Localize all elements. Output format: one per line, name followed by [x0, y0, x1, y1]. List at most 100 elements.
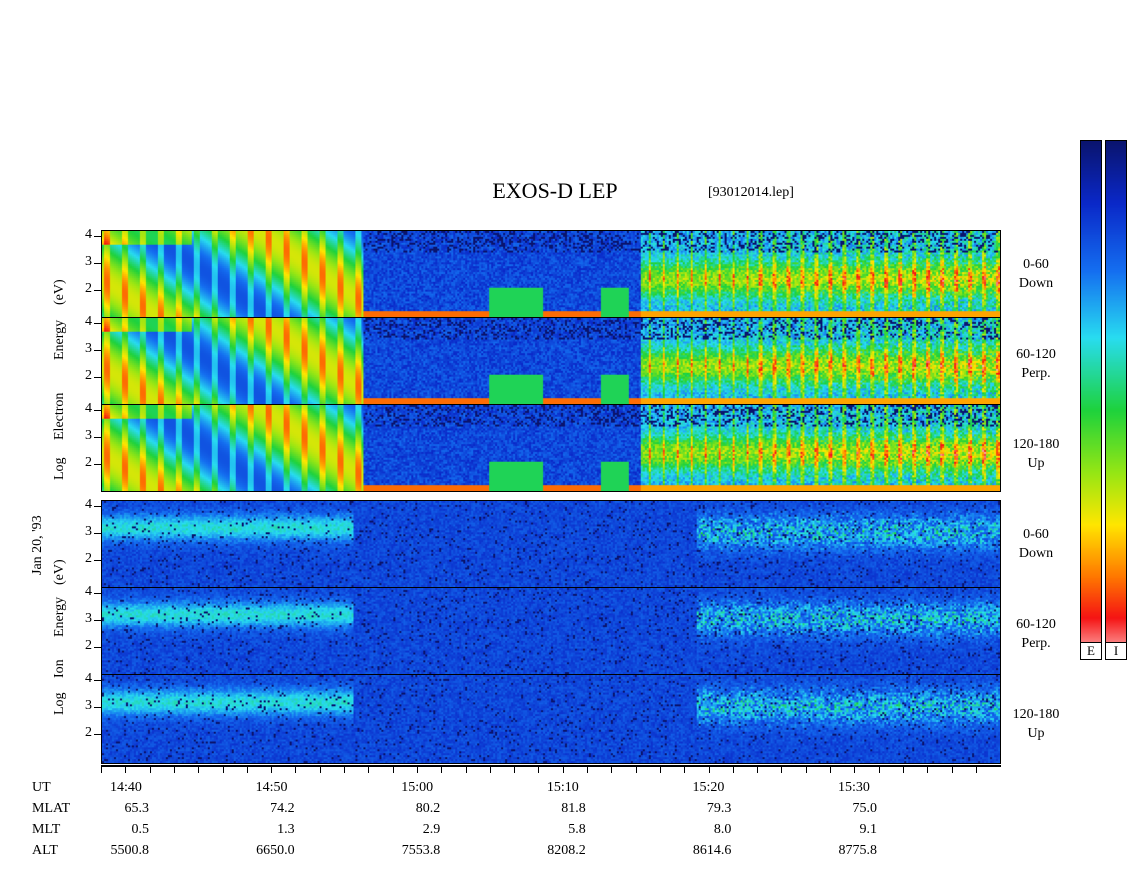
time-tick [902, 767, 904, 773]
electron-panel-up [101, 404, 1001, 492]
time-tick [344, 767, 345, 773]
ion-panel-down [101, 500, 1001, 588]
electron-axis-word-electron: Electron [52, 392, 67, 440]
ion-down-label: 0-60 Down [1018, 527, 1054, 561]
time-tick [222, 767, 224, 773]
time-tick [781, 767, 783, 773]
ion-colorbar [1105, 140, 1127, 660]
time-tick [830, 767, 831, 773]
time-tick [465, 767, 467, 773]
time-tick [173, 767, 175, 773]
y-tick-label: 4 [85, 227, 92, 242]
ion-perp-label: 60-120 Perp. [1016, 617, 1056, 651]
orbit-ut-cell: 15:20 [692, 780, 725, 795]
y-tick-mark [94, 290, 101, 291]
ion-axis-word-log: Log [52, 692, 67, 715]
orbit-mlat-cell: 65.3 [124, 801, 150, 816]
y-tick-mark [94, 506, 101, 507]
orbit-mlat-cell: 80.2 [415, 801, 441, 816]
time-tick [587, 767, 588, 773]
y-tick-label: 2 [85, 725, 92, 740]
y-tick-label: 2 [85, 368, 92, 383]
ion-colorbar-key: I [1105, 642, 1127, 660]
time-tick [878, 767, 880, 773]
y-tick-label: 3 [85, 698, 92, 713]
y-tick-label: 4 [85, 314, 92, 329]
electron-panel-down [101, 230, 1001, 318]
y-tick-label: 4 [85, 584, 92, 599]
orbit-ut-cell: 15:30 [838, 780, 870, 795]
orbit-ut-cell: 14:50 [255, 780, 288, 795]
y-tick-mark [94, 464, 101, 465]
orbit-alt-cell: 8208.2 [547, 843, 586, 858]
time-tick [562, 767, 564, 773]
orbit-mlt-cell: 2.9 [422, 822, 441, 837]
ion-panel-up [101, 674, 1001, 764]
chart-title: EXOS-D LEP [492, 178, 618, 203]
y-tick-label: 3 [85, 428, 92, 443]
ion-up-label: 120-180 Up [1012, 707, 1060, 741]
y-tick-mark [94, 680, 101, 681]
time-tick [125, 767, 127, 773]
electron-colorbar [1080, 140, 1102, 660]
y-tick-label: 4 [85, 497, 92, 512]
time-tick [757, 767, 759, 773]
orbit-ut-cell: 14:40 [110, 780, 142, 795]
ion-axis-word-energy: Energy [52, 596, 67, 637]
time-tick [368, 767, 370, 773]
time-tick [854, 767, 856, 773]
y-tick-mark [94, 377, 101, 378]
y-tick-label: 3 [85, 611, 92, 626]
ion-axis-word-ev: (eV) [52, 559, 67, 585]
y-tick-mark [94, 734, 101, 735]
y-tick-mark [94, 410, 101, 411]
date-label: Jan 20, '93 [30, 515, 45, 575]
orbit-alt-cell: 5500.8 [110, 843, 150, 858]
orbit-mlt-cell: 0.5 [131, 822, 150, 837]
time-tick [635, 767, 637, 773]
orbit-mlat-cell: 75.0 [852, 801, 878, 816]
electron-down-label: 0-60 Down [1018, 257, 1054, 291]
time-tick [441, 767, 443, 773]
time-tick [514, 767, 516, 773]
time-tick [198, 767, 200, 773]
electron-colorbar-key: E [1080, 642, 1102, 660]
time-tick [951, 767, 953, 773]
orbit-alt-cell: 6650.0 [256, 843, 295, 858]
ion-axis-word-ion: Ion [52, 659, 67, 678]
row-label-alt: ALT [32, 843, 58, 858]
y-tick-label: 3 [85, 254, 92, 269]
orbit-ut-cell: 15:10 [546, 780, 579, 795]
orbit-mlt-cell: 9.1 [859, 822, 878, 837]
orbit-mlat-cell: 79.3 [706, 801, 732, 816]
time-axis [101, 765, 1001, 767]
file-name: [93012014.lep] [708, 185, 794, 200]
row-label-mlt: MLT [32, 822, 61, 837]
time-tick [271, 767, 273, 773]
orbit-mlt-cell: 1.3 [277, 822, 295, 837]
orbit-mlat-cell: 81.8 [561, 801, 586, 816]
y-tick-mark [94, 560, 101, 561]
y-tick-mark [94, 620, 101, 621]
electron-panel-perp [101, 317, 1001, 405]
time-tick [489, 767, 491, 773]
y-tick-label: 3 [85, 524, 92, 539]
orbit-mlt-cell: 8.0 [713, 822, 732, 837]
electron-axis-word-energy: Energy [52, 319, 67, 360]
y-tick-mark [94, 647, 101, 648]
y-tick-mark [94, 263, 101, 264]
time-tick [732, 767, 734, 773]
y-tick-label: 3 [85, 341, 92, 356]
time-tick [295, 767, 297, 773]
time-tick [101, 767, 102, 773]
orbit-ut-cell: 15:00 [401, 780, 434, 795]
time-tick [611, 767, 613, 773]
row-label-ut: UT [32, 780, 51, 795]
orbit-alt-cell: 8775.8 [838, 843, 878, 858]
time-tick [149, 767, 151, 773]
orbit-mlat-cell: 74.2 [270, 801, 295, 816]
electron-perp-label: 60-120 Perp. [1016, 347, 1056, 381]
y-tick-label: 2 [85, 455, 92, 470]
y-tick-label: 4 [85, 401, 92, 416]
y-tick-label: 2 [85, 638, 92, 653]
